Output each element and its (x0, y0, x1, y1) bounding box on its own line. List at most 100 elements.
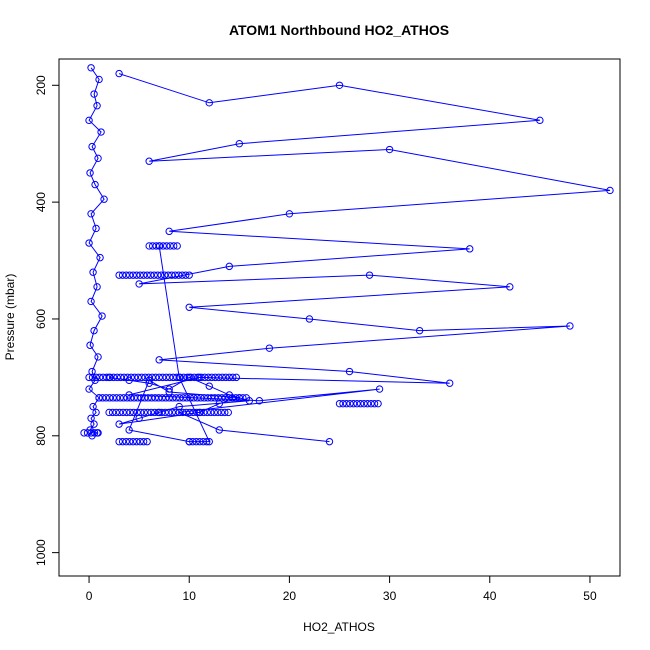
data-point (87, 414, 95, 422)
data-point (97, 128, 105, 136)
data-point (179, 394, 187, 402)
data-point (137, 373, 146, 382)
data-point (113, 373, 121, 382)
data-point (193, 394, 201, 402)
data-point (80, 429, 88, 437)
data-point (221, 394, 229, 402)
data-point (148, 242, 157, 250)
data-point (122, 408, 131, 417)
data-point (218, 394, 226, 402)
data-point (606, 186, 614, 195)
series-line (88, 67, 105, 437)
data-point (218, 373, 226, 382)
data-point (147, 394, 156, 402)
data-point (157, 408, 166, 417)
data-point (203, 408, 211, 417)
data-point (168, 271, 176, 279)
data-point (130, 373, 139, 382)
data-point (183, 394, 191, 402)
data-point (129, 437, 137, 446)
data-point (363, 399, 372, 408)
data-point (148, 373, 156, 382)
data-point (445, 379, 454, 387)
data-point (86, 341, 94, 349)
data-point (536, 116, 544, 125)
data-point (162, 373, 170, 382)
data-point (109, 373, 118, 382)
data-point (90, 326, 98, 335)
data-point (95, 373, 104, 382)
data-point (88, 142, 96, 151)
data-point (225, 373, 234, 382)
y-tick-label: 400 (34, 192, 48, 212)
data-point (197, 373, 205, 382)
data-point (94, 429, 102, 437)
data-point (88, 373, 97, 382)
data-point (143, 271, 151, 279)
data-point (239, 394, 247, 402)
data-point (175, 408, 183, 417)
data-point (415, 326, 424, 335)
data-point (182, 408, 190, 417)
x-axis: 0 10 20 30 40 50 (86, 575, 597, 603)
x-tick-label: 40 (483, 589, 497, 603)
data-point (129, 271, 137, 279)
data-point (356, 399, 365, 408)
data-point (214, 394, 222, 402)
data-point (199, 437, 207, 446)
data-point (89, 268, 97, 276)
data-point (119, 394, 128, 402)
data-point (349, 399, 358, 408)
data-point (222, 373, 230, 382)
data-point (176, 394, 184, 402)
data-point (87, 64, 95, 72)
data-point (87, 429, 95, 437)
x-tick-label: 30 (383, 589, 397, 603)
data-point (185, 303, 193, 311)
data-point (186, 394, 194, 402)
data-point (118, 271, 127, 279)
data-point (146, 271, 155, 279)
data-point (136, 437, 144, 446)
data-point (151, 394, 159, 402)
data-point (85, 373, 93, 382)
data-point (211, 394, 219, 402)
data-point (165, 394, 173, 402)
data-point (207, 394, 215, 402)
data-point (155, 373, 163, 382)
data-point (185, 271, 193, 279)
data-point (203, 437, 211, 446)
data-point (94, 154, 102, 163)
data-point (215, 373, 223, 382)
data-point (175, 402, 183, 411)
data-point (100, 195, 108, 203)
data-point (225, 394, 233, 402)
data-point (566, 322, 574, 330)
data-point (360, 399, 368, 408)
data-point (139, 271, 148, 279)
data-point (132, 271, 141, 279)
data-point (205, 382, 213, 390)
data-point (94, 353, 102, 361)
data-point (115, 408, 124, 417)
data-point (305, 315, 314, 323)
data-point (235, 394, 244, 402)
data-point (466, 245, 474, 253)
data-point (339, 399, 347, 408)
data-point (91, 180, 99, 189)
data-point (140, 394, 149, 402)
x-tick-label: 20 (283, 589, 297, 603)
data-point (196, 408, 204, 417)
data-point (98, 312, 106, 320)
data-point (158, 394, 166, 402)
data-point (204, 373, 212, 382)
x-tick-label: 10 (183, 589, 197, 603)
data-point (164, 271, 172, 279)
data-point (119, 408, 127, 417)
data-point (83, 429, 92, 437)
data-point (118, 437, 127, 446)
data-point (225, 262, 234, 271)
data-point (112, 394, 121, 402)
data-point (365, 271, 374, 279)
data-point (204, 394, 212, 402)
